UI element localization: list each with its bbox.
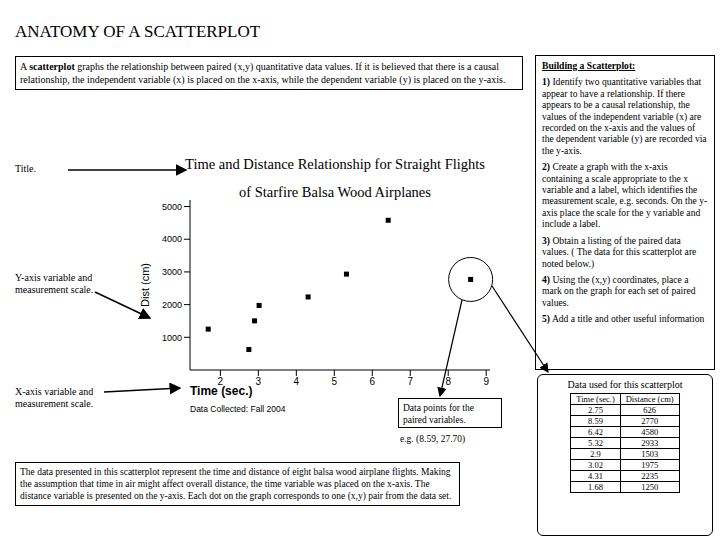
svg-text:8: 8 <box>445 376 451 387</box>
svg-text:3000: 3000 <box>162 267 182 277</box>
svg-text:Dist (cm): Dist (cm) <box>140 263 151 307</box>
svg-text:3: 3 <box>256 376 262 387</box>
svg-text:2000: 2000 <box>162 300 182 310</box>
svg-text:5: 5 <box>332 376 338 387</box>
svg-text:5000: 5000 <box>162 202 182 212</box>
svg-text:9: 9 <box>483 376 489 387</box>
svg-text:4000: 4000 <box>162 234 182 244</box>
svg-text:4: 4 <box>294 376 300 387</box>
svg-text:1000: 1000 <box>162 333 182 343</box>
svg-text:6: 6 <box>369 376 375 387</box>
svg-text:7: 7 <box>407 376 413 387</box>
